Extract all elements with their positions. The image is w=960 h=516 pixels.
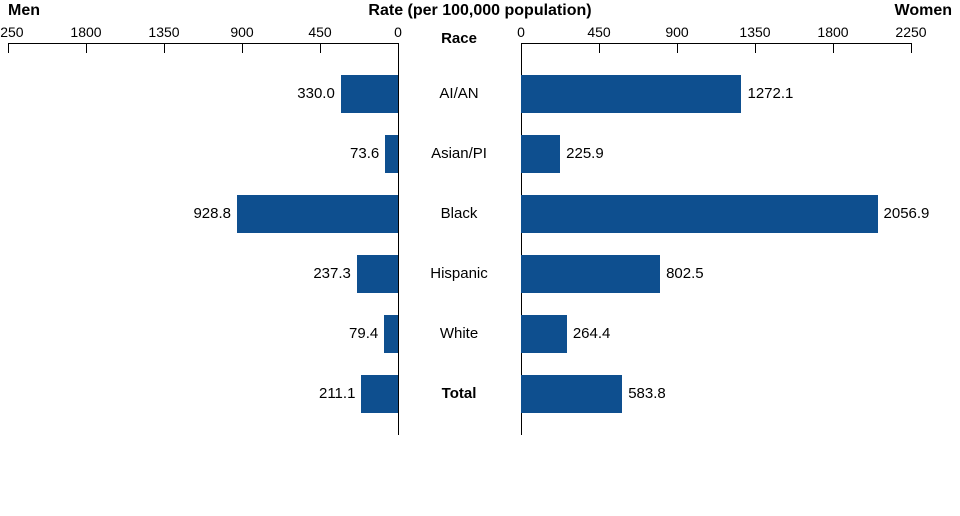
men-axis-tick-label: 1350 (148, 24, 179, 40)
men-axis-tick-label: 900 (230, 24, 253, 40)
men-value-label: 79.4 (349, 325, 378, 342)
men-axis-tick-label: 450 (308, 24, 331, 40)
men-zero-axis (398, 43, 399, 435)
women-axis-tick (599, 43, 600, 53)
men-axis-tick-label: 1800 (70, 24, 101, 40)
men-bar (385, 135, 398, 173)
women-bar (521, 375, 622, 413)
category-label: White (440, 325, 478, 342)
women-axis-tick (911, 43, 912, 53)
women-value-label: 583.8 (628, 385, 666, 402)
men-axis-tick (86, 43, 87, 53)
women-value-label: 264.4 (573, 325, 611, 342)
category-label: AI/AN (439, 85, 478, 102)
men-bar (341, 75, 398, 113)
women-bar (521, 195, 878, 233)
women-value-label: 2056.9 (884, 205, 930, 222)
women-heading: Women (895, 2, 952, 20)
women-axis-tick (755, 43, 756, 53)
women-bar (521, 315, 567, 353)
men-value-label: 330.0 (297, 85, 335, 102)
women-value-label: 225.9 (566, 145, 604, 162)
women-bar (521, 255, 660, 293)
men-axis-tick (242, 43, 243, 53)
women-axis-tick-label: 450 (587, 24, 610, 40)
men-axis-tick (320, 43, 321, 53)
women-axis-tick (677, 43, 678, 53)
men-bar (384, 315, 398, 353)
men-bar (237, 195, 398, 233)
women-axis-tick-label: 1800 (817, 24, 848, 40)
men-heading: Men (8, 2, 40, 20)
women-axis-tick-label: 900 (665, 24, 688, 40)
women-value-label: 1272.1 (747, 85, 793, 102)
men-axis-tick-label: 2250 (0, 24, 24, 40)
race-heading: Race (441, 30, 477, 47)
category-label: Total (442, 385, 477, 402)
category-label: Asian/PI (431, 145, 487, 162)
men-axis-tick-label: 0 (394, 24, 402, 40)
men-value-label: 211.1 (319, 385, 355, 402)
women-axis-tick-label: 1350 (739, 24, 770, 40)
men-bar (357, 255, 398, 293)
women-axis-tick-label: 2250 (895, 24, 926, 40)
rate-heading: Rate (per 100,000 population) (368, 2, 591, 20)
category-label: Hispanic (430, 265, 488, 282)
women-axis-line (521, 43, 911, 44)
men-value-label: 928.8 (193, 205, 231, 222)
women-bar (521, 75, 741, 113)
men-bar (361, 375, 398, 413)
women-axis-tick (833, 43, 834, 53)
men-value-label: 73.6 (350, 145, 379, 162)
men-value-label: 237.3 (313, 265, 351, 282)
women-bar (521, 135, 560, 173)
diverging-bar-chart: Men Rate (per 100,000 population) Women … (0, 0, 960, 516)
category-label: Black (441, 205, 478, 222)
men-axis-line (8, 43, 398, 44)
women-axis-tick-label: 0 (517, 24, 525, 40)
women-value-label: 802.5 (666, 265, 704, 282)
men-axis-tick (164, 43, 165, 53)
men-axis-tick (8, 43, 9, 53)
